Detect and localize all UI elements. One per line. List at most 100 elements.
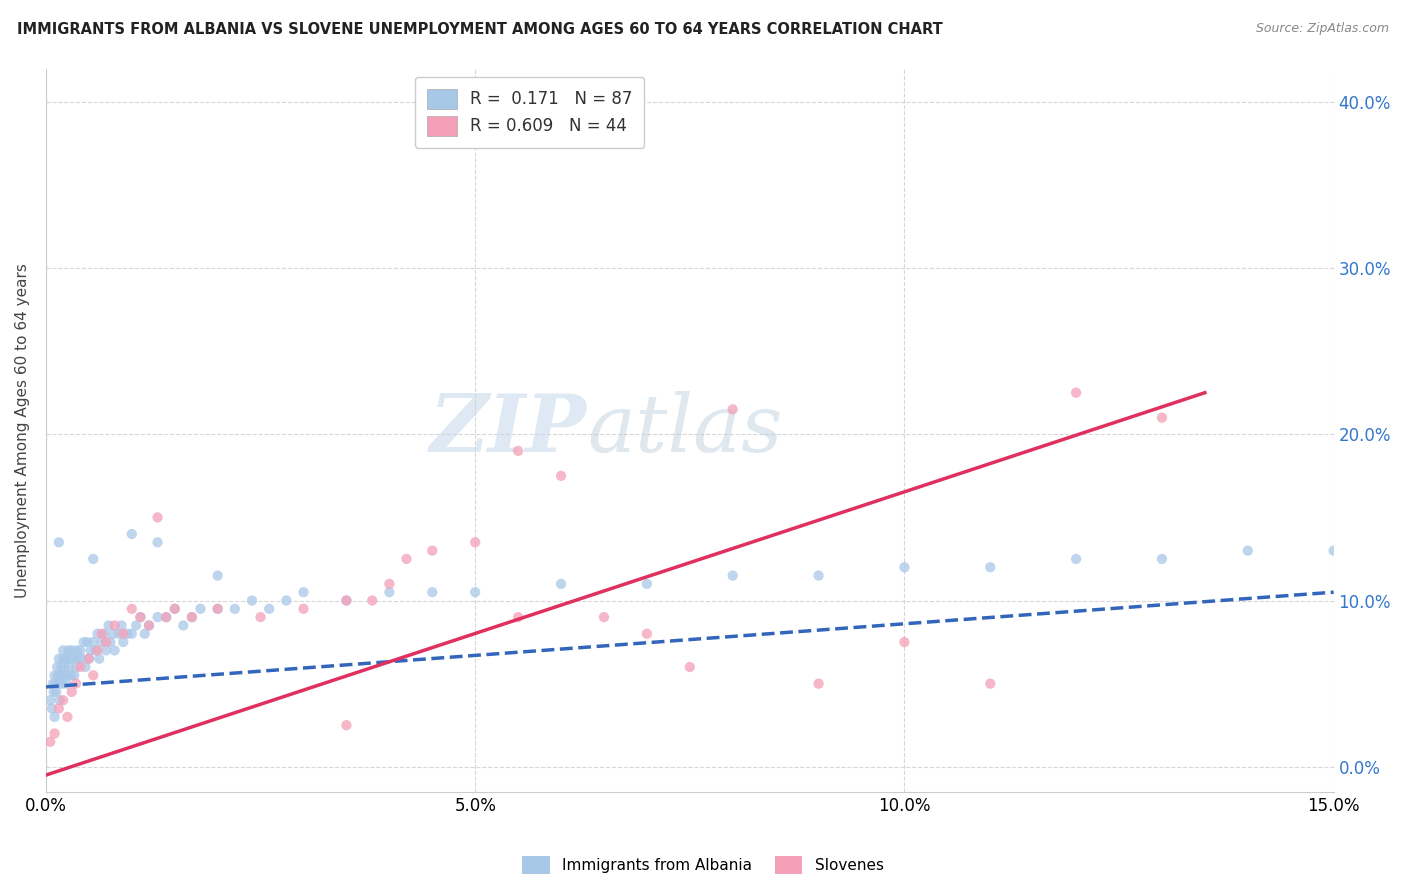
Point	[86, 643, 108, 657]
Point	[90, 626, 112, 640]
Point	[893, 635, 915, 649]
Point	[593, 610, 616, 624]
Point	[75, 660, 97, 674]
Point	[86, 626, 108, 640]
Point	[464, 585, 486, 599]
Point	[335, 593, 357, 607]
Text: ZIP: ZIP	[430, 392, 586, 469]
Point	[69, 660, 91, 674]
Legend: Immigrants from Albania, Slovenes: Immigrants from Albania, Slovenes	[516, 850, 890, 880]
Point	[125, 618, 148, 632]
Point	[249, 610, 271, 624]
Point	[51, 676, 73, 690]
Point	[48, 701, 70, 715]
Point	[335, 718, 357, 732]
Y-axis label: Unemployment Among Ages 60 to 64 years: Unemployment Among Ages 60 to 64 years	[15, 262, 30, 598]
Point	[636, 577, 658, 591]
Point	[101, 626, 124, 640]
Point	[163, 602, 186, 616]
Point	[46, 668, 69, 682]
Point	[56, 710, 79, 724]
Legend: R =  0.171   N = 87, R = 0.609   N = 44: R = 0.171 N = 87, R = 0.609 N = 44	[415, 77, 644, 147]
Point	[276, 593, 298, 607]
Point	[90, 635, 112, 649]
Point	[550, 468, 572, 483]
Point	[63, 668, 86, 682]
Point	[395, 552, 418, 566]
Point	[155, 610, 177, 624]
Point	[98, 635, 121, 649]
Point	[66, 643, 89, 657]
Point	[76, 635, 98, 649]
Point	[53, 668, 76, 682]
Point	[292, 602, 315, 616]
Point	[82, 552, 104, 566]
Point	[44, 676, 66, 690]
Point	[60, 643, 83, 657]
Point	[48, 693, 70, 707]
Point	[41, 701, 63, 715]
Point	[378, 585, 401, 599]
Point	[44, 668, 66, 682]
Point	[77, 651, 100, 665]
Point	[1150, 410, 1173, 425]
Point	[207, 602, 229, 616]
Point	[44, 710, 66, 724]
Point	[94, 643, 117, 657]
Point	[94, 635, 117, 649]
Point	[49, 668, 72, 682]
Point	[42, 685, 65, 699]
Point	[52, 693, 75, 707]
Point	[1064, 385, 1087, 400]
Point	[121, 527, 143, 541]
Point	[77, 651, 100, 665]
Point	[56, 668, 79, 682]
Point	[508, 443, 530, 458]
Point	[121, 602, 143, 616]
Point	[240, 593, 263, 607]
Point	[636, 626, 658, 640]
Text: Source: ZipAtlas.com: Source: ZipAtlas.com	[1256, 22, 1389, 36]
Point	[104, 643, 127, 657]
Point	[59, 651, 82, 665]
Point	[67, 651, 90, 665]
Point	[679, 660, 702, 674]
Point	[51, 660, 73, 674]
Point	[420, 585, 443, 599]
Point	[79, 643, 101, 657]
Point	[1064, 552, 1087, 566]
Point	[65, 660, 87, 674]
Point	[138, 618, 160, 632]
Point	[55, 651, 77, 665]
Point	[979, 560, 1001, 574]
Point	[58, 660, 80, 674]
Point	[46, 660, 69, 674]
Point	[464, 535, 486, 549]
Point	[257, 602, 280, 616]
Point	[110, 618, 132, 632]
Point	[60, 685, 83, 699]
Point	[112, 626, 135, 640]
Point	[117, 626, 139, 640]
Point	[134, 626, 156, 640]
Point	[121, 626, 143, 640]
Point	[155, 610, 177, 624]
Point	[108, 626, 131, 640]
Point	[893, 560, 915, 574]
Point	[190, 602, 212, 616]
Point	[73, 635, 96, 649]
Point	[62, 651, 84, 665]
Point	[84, 643, 107, 657]
Point	[45, 685, 67, 699]
Point	[129, 610, 152, 624]
Point	[104, 618, 127, 632]
Point	[44, 726, 66, 740]
Point	[1150, 552, 1173, 566]
Point	[420, 543, 443, 558]
Point	[292, 585, 315, 599]
Point	[39, 735, 62, 749]
Point	[82, 635, 104, 649]
Point	[207, 602, 229, 616]
Point	[97, 618, 120, 632]
Point	[1323, 543, 1346, 558]
